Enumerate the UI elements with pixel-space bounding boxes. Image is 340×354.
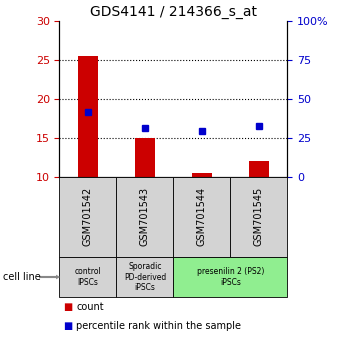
Text: ■: ■ [63,302,72,312]
Text: Sporadic
PD-derived
iPSCs: Sporadic PD-derived iPSCs [124,262,166,292]
Text: cell line: cell line [3,272,41,282]
Bar [249,161,269,177]
Bar [78,56,98,177]
Text: GSM701544: GSM701544 [197,187,207,246]
Title: GDS4141 / 214366_s_at: GDS4141 / 214366_s_at [90,5,257,19]
Text: GSM701545: GSM701545 [254,187,264,246]
Text: percentile rank within the sample: percentile rank within the sample [76,321,241,331]
Text: count: count [76,302,104,312]
Text: ■: ■ [63,321,72,331]
Text: GSM701543: GSM701543 [140,187,150,246]
Text: presenilin 2 (PS2)
iPSCs: presenilin 2 (PS2) iPSCs [197,267,264,287]
Text: GSM701542: GSM701542 [83,187,93,246]
Text: control
IPSCs: control IPSCs [74,267,101,287]
Bar [135,138,155,177]
Bar [192,173,212,177]
